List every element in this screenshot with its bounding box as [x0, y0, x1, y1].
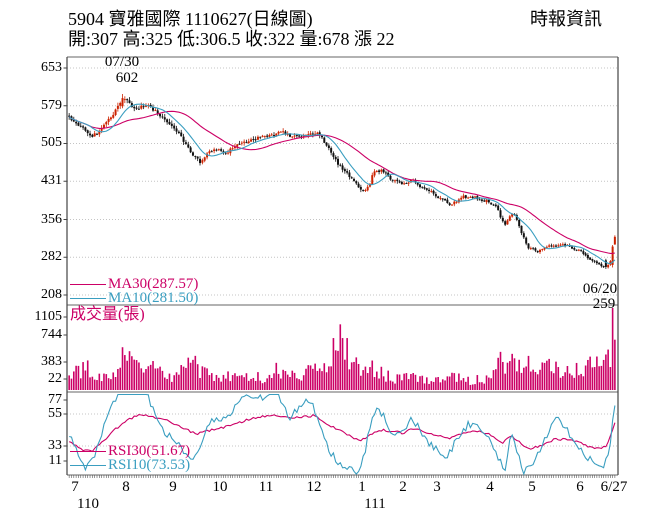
- ma30-legend-line: [70, 284, 106, 285]
- trough-date-annotation: 06/20: [582, 281, 618, 297]
- rsi30-legend-line: [70, 451, 106, 452]
- month-tick-label: 10: [212, 479, 228, 495]
- peak-date-annotation: 07/30: [104, 54, 140, 70]
- volume-panel-title: 成交量(張): [70, 306, 145, 323]
- peak-value-annotation: 602: [115, 70, 139, 86]
- month-tick-label: 12: [306, 479, 322, 495]
- rsi-ytick-label: 11: [48, 453, 62, 468]
- ma30-legend-label: MA30(287.57): [108, 276, 199, 292]
- volume-ytick-label: 383: [41, 354, 62, 369]
- rsi-ytick-label: 55: [48, 406, 62, 421]
- month-tick-label: 11: [258, 479, 274, 495]
- year-label: 110: [77, 496, 99, 512]
- rsi10-legend-line: [70, 465, 106, 466]
- month-tick-label: 9: [169, 479, 177, 495]
- month-tick-label: 5: [528, 479, 536, 495]
- rsi30-legend-label: RSI30(51.67): [108, 443, 191, 459]
- rsi-ytick-label: 77: [48, 392, 62, 407]
- month-tick-label: 2: [399, 479, 407, 495]
- price-ytick-label: 208: [41, 287, 62, 302]
- rsi-ytick-label: 33: [48, 438, 62, 453]
- month-tick-label: 7: [71, 479, 79, 495]
- price-ytick-label: 431: [41, 173, 62, 189]
- price-ytick-label: 282: [41, 249, 62, 265]
- quote-line: 開:307 高:325 低:306.5 收:322 量:678 漲 22: [68, 29, 395, 49]
- rsi10-legend-label: RSI10(73.53): [108, 457, 191, 473]
- month-tick-label: 1: [358, 479, 366, 495]
- price-ytick-label: 579: [41, 97, 62, 113]
- source-label: 時報資訊: [530, 9, 602, 29]
- month-tick-label: 8: [122, 479, 130, 495]
- price-ytick-label: 356: [41, 211, 62, 227]
- volume-ytick-label: 1105: [34, 309, 62, 324]
- month-tick-label: 4: [486, 479, 494, 495]
- price-ytick-label: 653: [41, 60, 62, 75]
- year-label: 111: [364, 496, 386, 512]
- page-title: 5904 寶雅國際 1110627(日線圖): [68, 9, 313, 29]
- price-ytick-label: 505: [41, 135, 62, 151]
- volume-ytick-label: 22: [48, 371, 62, 386]
- month-tick-label: 3: [433, 479, 441, 495]
- volume-ytick-label: 744: [41, 327, 62, 342]
- trough-value-annotation: 259: [592, 296, 616, 312]
- month-tick-label: 6: [576, 479, 584, 495]
- ma10-legend-label: MA10(281.50): [108, 290, 199, 306]
- month-tick-label: 6/27: [600, 479, 628, 495]
- ma10-legend-line: [70, 298, 106, 299]
